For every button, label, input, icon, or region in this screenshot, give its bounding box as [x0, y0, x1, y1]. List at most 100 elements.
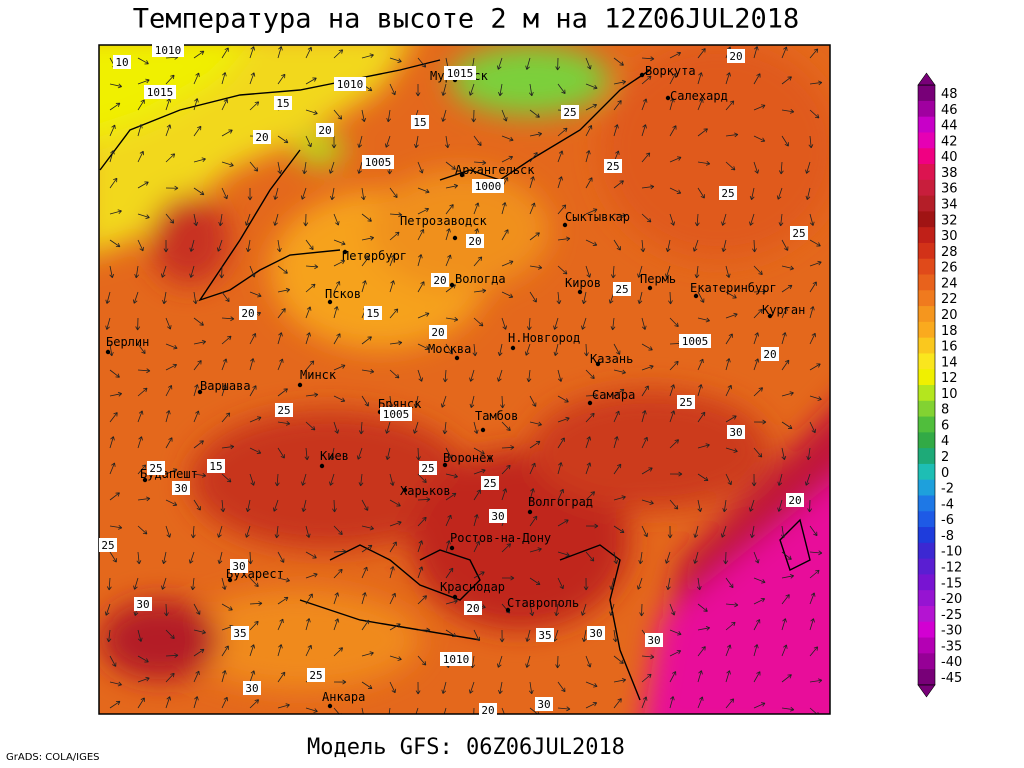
wind-arrow [585, 83, 598, 90]
wind-arrow [557, 416, 570, 423]
wind-arrow [725, 291, 737, 299]
colorbar-label: 40 [941, 150, 958, 165]
isoline-label-box [535, 697, 553, 711]
wind-arrow [417, 627, 431, 633]
wind-arrow [389, 83, 396, 96]
wind-arrow [721, 213, 727, 226]
colorbar-label: 24 [941, 276, 958, 291]
wind-arrow [109, 391, 123, 397]
wind-arrow [333, 213, 340, 226]
wind-arrow [361, 53, 374, 59]
wind-arrow [219, 265, 225, 279]
wind-arrow [165, 525, 172, 538]
wind-arrow [137, 629, 143, 642]
wind-arrow [165, 185, 179, 191]
city-dot [402, 487, 408, 493]
wind-arrow [501, 421, 511, 432]
wind-arrow [585, 436, 592, 449]
wind-arrow [725, 670, 731, 683]
isoline-label-box [587, 626, 605, 640]
wind-arrow [809, 332, 816, 345]
wind-arrow [583, 577, 589, 591]
wind-arrow [441, 681, 447, 694]
isoline-label-box [440, 652, 472, 666]
wind-arrow [809, 550, 823, 556]
wind-arrow [641, 98, 648, 111]
wind-arrow [109, 124, 116, 137]
colorbar-swatch [918, 574, 935, 591]
colorbar-swatch [918, 527, 935, 544]
wind-arrow [389, 473, 395, 486]
wind-arrow [389, 57, 402, 63]
wind-arrow [501, 317, 508, 330]
wind-arrow [473, 629, 480, 642]
colorbar-swatch [918, 290, 935, 307]
colorbar-swatch [918, 116, 935, 133]
city-label: Петербург [342, 249, 407, 263]
isoline-label: 35 [233, 627, 246, 640]
wind-arrow [132, 291, 139, 304]
wind-arrow [137, 343, 146, 355]
wind-arrow [135, 317, 141, 331]
wind-arrow [525, 629, 531, 642]
wind-arrow [301, 473, 307, 486]
wind-arrow [613, 655, 624, 664]
wind-arrow [277, 135, 289, 144]
wind-arrow [333, 49, 344, 59]
wind-arrow [725, 602, 739, 608]
wind-arrow [664, 551, 671, 564]
isoline-label: 20 [255, 131, 268, 144]
wind-arrow [445, 447, 453, 459]
isoline-label: 25 [483, 477, 496, 490]
city-label: Харьков [400, 484, 451, 498]
colorbar-swatch [918, 132, 935, 149]
wind-arrow [303, 213, 309, 227]
wind-arrow [276, 239, 282, 253]
wind-arrow [557, 706, 571, 712]
wind-arrow [557, 551, 570, 557]
wind-arrow [581, 317, 587, 330]
wind-arrow [781, 108, 795, 114]
wind-arrow [501, 464, 511, 475]
wind-arrow [609, 577, 615, 590]
wind-arrow [753, 644, 759, 657]
wind-arrow [165, 499, 178, 506]
wind-arrow [417, 57, 427, 68]
wind-arrow [109, 462, 116, 475]
isoline-label-box [411, 115, 429, 129]
wind-arrow [641, 75, 652, 85]
isoline-label: 15 [366, 307, 379, 320]
city-dot [442, 462, 448, 468]
colorbar-swatch [918, 258, 935, 276]
wind-arrow [414, 135, 419, 149]
wind-arrow [417, 516, 427, 527]
wind-arrow [585, 57, 592, 70]
city-label: Казань [590, 352, 633, 366]
wind-arrow [809, 421, 816, 434]
wind-arrow [501, 488, 508, 501]
colorbar-label: 44 [941, 119, 958, 134]
wind-arrow [193, 72, 200, 85]
wind-arrow [638, 551, 644, 565]
wind-arrow [417, 281, 425, 293]
wind-arrow [613, 57, 624, 66]
wind-arrow [613, 495, 626, 501]
credit: GrADS: COLA/IGES [6, 752, 100, 763]
wind-arrow [109, 700, 121, 709]
wind-arrow [613, 100, 622, 111]
isoline-labels: 1010101015101010151520201005151000252520… [99, 43, 808, 717]
wind-arrow [669, 360, 679, 371]
isoline-label: 25 [606, 160, 619, 173]
wind-arrow [524, 343, 531, 356]
isoline-label: 30 [537, 698, 550, 711]
wind-arrow [585, 655, 592, 668]
wind-arrow [165, 672, 175, 683]
wind-arrow [137, 57, 149, 65]
wind-arrow [473, 160, 487, 166]
wind-arrow [613, 180, 624, 189]
wind-arrow [725, 644, 732, 657]
wind-arrow [445, 629, 457, 638]
wind-arrow [697, 317, 710, 323]
isoline-label: 25 [149, 462, 162, 475]
city-label: Краснодар [440, 580, 505, 594]
